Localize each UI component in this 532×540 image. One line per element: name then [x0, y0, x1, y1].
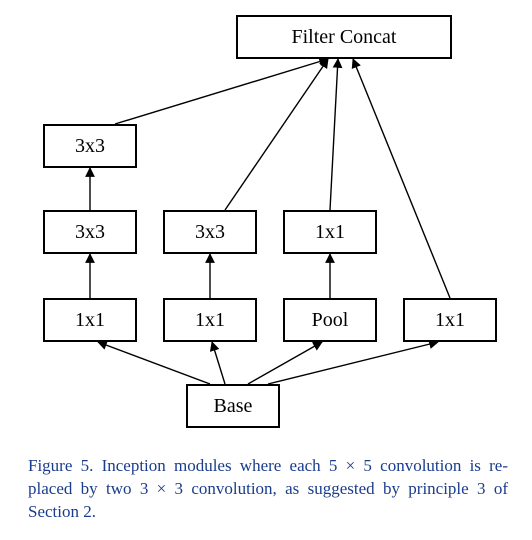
node-label: 3x3	[75, 221, 105, 244]
edge	[330, 59, 338, 210]
node-label: 1x1	[315, 221, 345, 244]
node-label: Pool	[312, 309, 349, 332]
node-label: 1x1	[195, 309, 225, 332]
node-pool: Pool	[283, 298, 377, 342]
node-1x1-col3: 1x1	[283, 210, 377, 254]
edge	[268, 342, 438, 384]
caption-text: Figure 5. Inception modules where each	[28, 456, 329, 475]
edge	[248, 342, 322, 384]
node-label: 1x1	[435, 309, 465, 332]
node-3x3-left: 3x3	[43, 210, 137, 254]
node-label: 3x3	[75, 135, 105, 158]
node-label: 1x1	[75, 309, 105, 332]
edge	[98, 342, 210, 384]
node-label: Filter Concat	[292, 26, 397, 49]
diagram-canvas: Filter Concat 3x3 3x3 1x1 3x3 1x1 1x1 Po…	[0, 0, 532, 540]
figure-caption: Figure 5. Inception modules where each 5…	[28, 455, 508, 524]
caption-math: 3 × 3	[140, 479, 183, 498]
edge	[225, 59, 328, 210]
node-1x1-col1: 1x1	[43, 298, 137, 342]
caption-math: 5 × 5	[329, 456, 372, 475]
node-label: Base	[214, 395, 253, 418]
node-1x1-col2: 1x1	[163, 298, 257, 342]
edge	[353, 59, 450, 298]
node-3x3-col2: 3x3	[163, 210, 257, 254]
node-3x3-top: 3x3	[43, 124, 137, 168]
edge	[212, 342, 225, 384]
node-1x1-col4: 1x1	[403, 298, 497, 342]
edge	[115, 59, 328, 124]
node-filter-concat: Filter Concat	[236, 15, 452, 59]
node-label: 3x3	[195, 221, 225, 244]
node-base: Base	[186, 384, 280, 428]
